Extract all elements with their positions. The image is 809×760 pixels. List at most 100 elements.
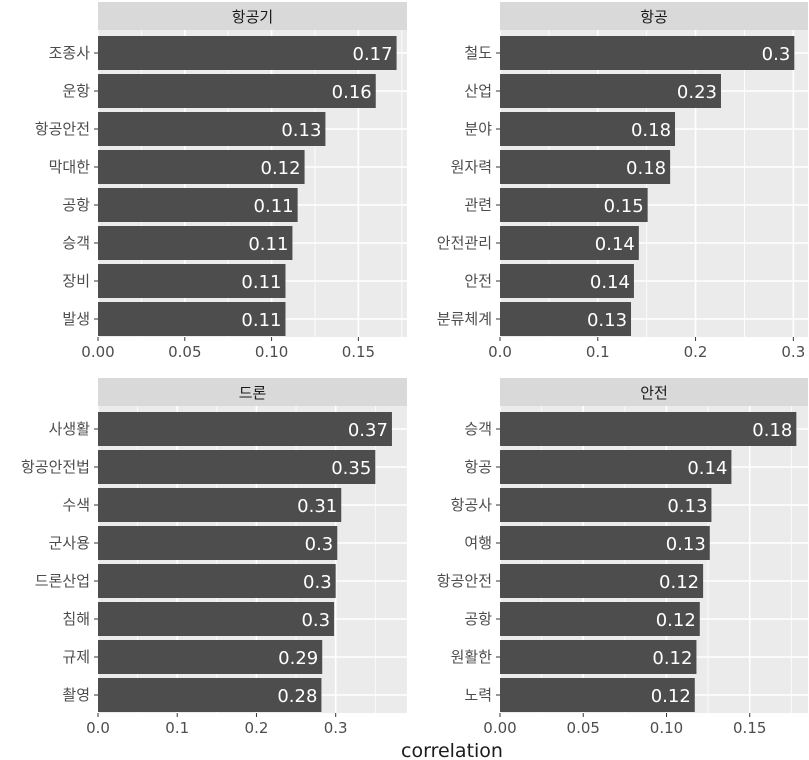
category-label: 원활한 (451, 648, 493, 666)
bar (500, 602, 700, 636)
facet-title: 항공기 (232, 8, 273, 26)
bar (98, 188, 298, 222)
x-tick-label: 0.15 (342, 343, 375, 361)
category-label: 장비 (62, 272, 90, 290)
x-tick-label: 0.10 (650, 719, 683, 737)
bar-value-label: 0.11 (254, 196, 294, 217)
bar-value-label: 0.3 (301, 610, 330, 631)
bar-value-label: 0.17 (353, 44, 393, 65)
category-label: 조종사 (49, 44, 91, 62)
category-label: 항공 (464, 458, 492, 476)
facet-strip (500, 378, 808, 406)
facet-strip (98, 2, 407, 30)
category-label: 안전관리 (437, 234, 492, 252)
bar (500, 226, 639, 260)
bar (500, 412, 797, 446)
bar-value-label: 0.29 (278, 648, 318, 669)
category-label: 항공안전 (437, 572, 492, 590)
bar (500, 488, 712, 522)
x-tick-label: 0.05 (168, 343, 201, 361)
x-tick-label: 0.05 (567, 719, 600, 737)
category-label: 촬영 (62, 686, 90, 704)
bar (500, 564, 704, 598)
category-label: 분류체계 (437, 310, 492, 328)
bar-value-label: 0.14 (687, 458, 727, 479)
bar-value-label: 0.11 (241, 310, 281, 331)
x-tick-label: 0.0 (488, 343, 512, 361)
category-label: 안전 (464, 272, 492, 290)
bar-value-label: 0.31 (297, 496, 337, 517)
x-tick-label: 0.00 (483, 719, 516, 737)
x-tick-label: 0.3 (781, 343, 805, 361)
bar-value-label: 0.13 (667, 496, 707, 517)
category-label: 여행 (464, 534, 492, 552)
bar (500, 74, 721, 108)
bar-value-label: 0.12 (261, 158, 301, 179)
bar (98, 640, 323, 674)
bar (98, 264, 286, 298)
bar-value-label: 0.11 (241, 272, 281, 293)
bar (98, 150, 305, 184)
bar (500, 640, 697, 674)
bar (98, 112, 326, 146)
facet-panel: 항공기 0.00 0.05 0.10 0.15 0.17 조종사 0.16 운항 0.13 항공안전… (35, 2, 407, 361)
x-tick-label: 0.10 (255, 343, 288, 361)
x-tick-label: 0.2 (684, 343, 708, 361)
category-label: 항공안전법 (21, 458, 90, 476)
facet-panel: 드론 0.0 0.1 0.2 0.3 0.37 사생활 0.35 항공안전법 0.31 수색 0.3 군… (21, 378, 407, 737)
category-label: 운항 (62, 82, 90, 100)
x-tick-label: 0.3 (324, 719, 348, 737)
category-label: 공항 (464, 610, 492, 628)
category-label: 발생 (62, 310, 90, 328)
bar-value-label: 0.37 (348, 420, 388, 441)
bar-value-label: 0.15 (604, 196, 644, 217)
category-label: 관련 (464, 196, 492, 214)
x-tick-label: 0.1 (586, 343, 610, 361)
x-tick-label: 0.2 (245, 719, 269, 737)
bar-value-label: 0.12 (652, 648, 692, 669)
facet-panel: 안전 0.00 0.05 0.10 0.15 0.18 승객 0.14 항공 0.13 항공사 0.1… (437, 378, 808, 737)
x-axis-title: correlation (401, 740, 503, 760)
x-tick-label: 0.1 (165, 719, 189, 737)
bar-value-label: 0.14 (590, 272, 630, 293)
bar (98, 526, 338, 560)
bar (98, 678, 322, 712)
category-label: 항공사 (451, 496, 493, 514)
category-label: 승객 (464, 420, 492, 438)
bar (500, 112, 676, 146)
x-tick-label: 0.00 (81, 343, 114, 361)
bar-value-label: 0.12 (651, 686, 691, 707)
category-label: 승객 (62, 234, 90, 252)
bar-value-label: 0.18 (631, 120, 671, 141)
x-tick-label: 0.15 (733, 719, 766, 737)
bar (98, 412, 392, 446)
category-label: 공항 (62, 196, 90, 214)
bar (98, 564, 336, 598)
facet-title: 항공 (640, 8, 668, 26)
bar (98, 226, 293, 260)
facet-strip (500, 2, 808, 30)
bar-value-label: 0.14 (595, 234, 635, 255)
bar (98, 302, 286, 336)
bar-value-label: 0.16 (332, 82, 372, 103)
bar-value-label: 0.11 (248, 234, 288, 255)
bar-value-label: 0.12 (656, 610, 696, 631)
bar (500, 264, 634, 298)
category-label: 군사용 (49, 534, 90, 552)
bar (98, 488, 342, 522)
facet-title: 안전 (640, 384, 668, 402)
category-label: 막대한 (49, 158, 91, 176)
bar-value-label: 0.3 (762, 44, 791, 65)
bar (500, 36, 795, 70)
category-label: 수색 (62, 496, 90, 514)
bar (98, 36, 397, 70)
bar (500, 526, 710, 560)
bar (500, 150, 671, 184)
facet-strip (98, 378, 407, 406)
bar-value-label: 0.18 (752, 420, 792, 441)
category-label: 산업 (464, 82, 492, 100)
category-label: 규제 (62, 648, 90, 666)
bar (500, 678, 695, 712)
bar-value-label: 0.12 (659, 572, 699, 593)
